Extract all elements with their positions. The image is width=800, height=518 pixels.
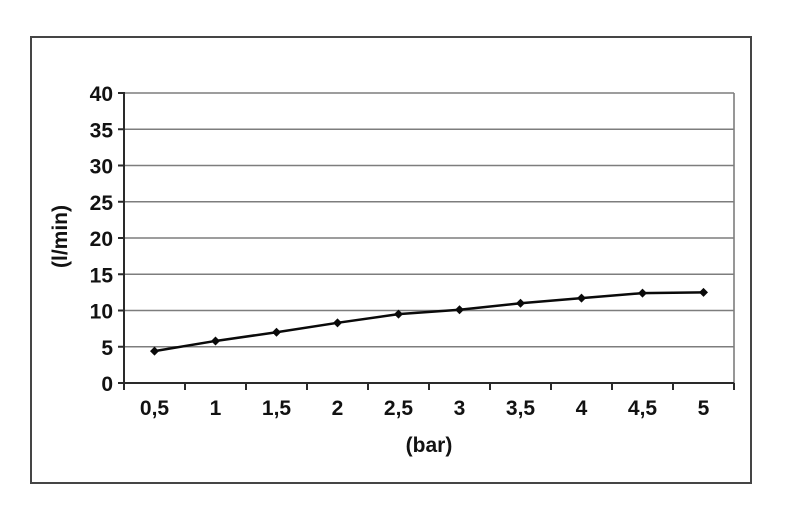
data-point-marker: [333, 318, 342, 328]
x-tick-label: 2: [332, 397, 344, 420]
data-point-marker: [211, 336, 220, 346]
x-tick-label: 3: [454, 397, 466, 420]
chart-figure-frame: 0 5 10 15 20 25 30 35 40 0,5 1 1,5 2 2,5 3 3,5 4 4,5 5 (l/…: [30, 36, 752, 484]
x-tick-label: 4: [576, 397, 588, 420]
series-line: [154, 291, 704, 353]
y-tick-label: 15: [90, 264, 114, 287]
y-tick-label: 20: [90, 228, 113, 251]
y-axis-title: (l/min): [49, 205, 72, 269]
data-point-marker: [577, 293, 586, 303]
y-tick-label: 10: [90, 301, 113, 324]
data-point-marker: [638, 288, 647, 298]
x-tick-label: 0,5: [140, 397, 170, 420]
data-point-marker: [394, 309, 403, 319]
x-tick-label: 4,5: [628, 397, 658, 420]
data-point-marker: [272, 327, 281, 337]
x-tick-label: 2,5: [384, 397, 414, 420]
x-axis-title: (bar): [405, 434, 453, 457]
x-tick-label: 3,5: [506, 397, 536, 420]
y-tick-label: 0: [101, 373, 113, 396]
y-tick-label: 40: [90, 83, 113, 106]
data-point-marker: [516, 298, 525, 308]
y-tick-label: 5: [101, 337, 113, 360]
x-tick-label: 1: [210, 397, 222, 420]
y-tick-label: 35: [90, 119, 114, 142]
x-tick-label: 5: [698, 397, 710, 420]
flow-vs-pressure-chart: 0 5 10 15 20 25 30 35 40 0,5 1 1,5 2 2,5 3 3,5 4 4,5 5: [90, 83, 735, 420]
data-point-marker: [150, 346, 159, 356]
y-tick-label: 25: [90, 192, 114, 215]
y-tick-label: 30: [90, 156, 113, 179]
data-point-marker: [699, 287, 708, 297]
x-tick-label: 1,5: [262, 397, 292, 420]
data-point-marker: [455, 305, 464, 315]
